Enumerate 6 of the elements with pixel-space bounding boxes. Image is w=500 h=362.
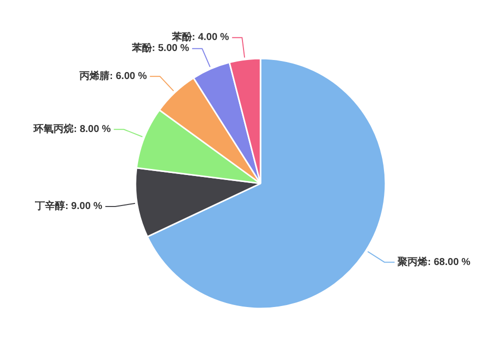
slice-label: 环氧丙烷: 8.00 % xyxy=(32,122,111,135)
slice-label: 丁辛醇: 9.00 % xyxy=(34,200,102,212)
slice-label: 聚丙烯: 68.00 % xyxy=(396,256,471,268)
slice-label: 丙烯腈: 6.00 % xyxy=(78,70,147,82)
slice-label: 苯酚: 5.00 % xyxy=(130,42,190,54)
slice-label: 苯酚: 4.00 % xyxy=(170,31,230,44)
